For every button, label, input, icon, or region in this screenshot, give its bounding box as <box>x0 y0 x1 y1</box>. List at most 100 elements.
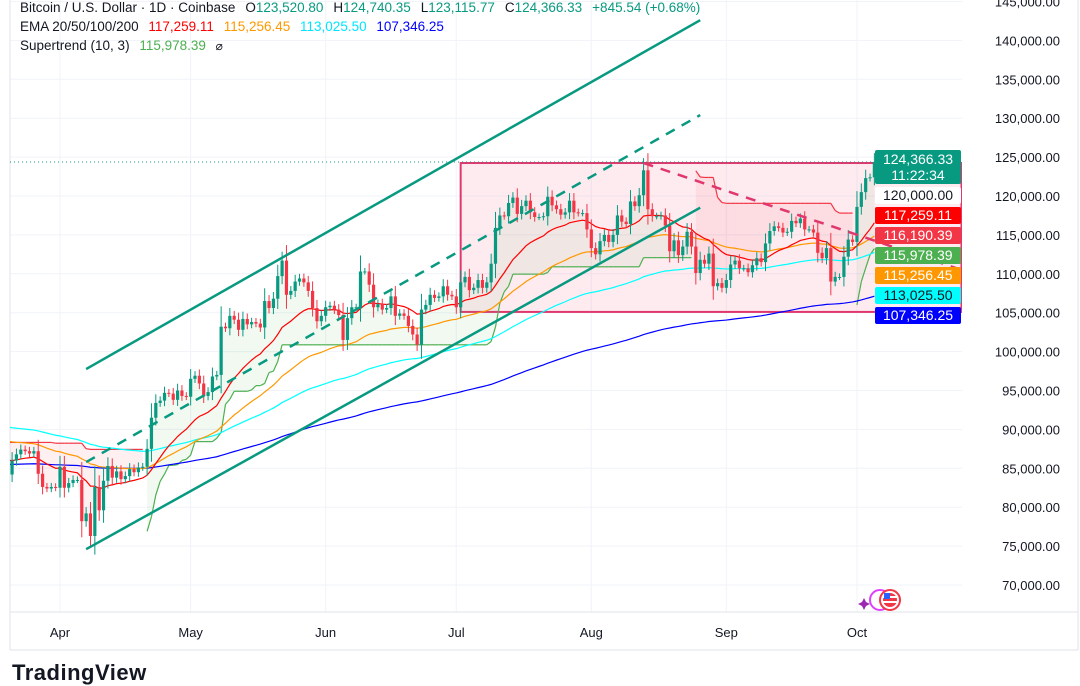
us-economic-event-flag-icon[interactable] <box>858 588 910 621</box>
supertrend-fill <box>195 376 199 442</box>
candle-body <box>825 248 828 258</box>
candle-body <box>172 394 175 400</box>
ema20-value: 117,259.11 <box>148 19 214 34</box>
candle-body <box>220 327 223 375</box>
supertrend-fill <box>556 209 560 267</box>
supertrend-fill <box>561 212 565 266</box>
supertrend-fill <box>374 304 378 345</box>
candle-body <box>80 480 83 521</box>
candle-body <box>790 221 793 232</box>
symbol-title[interactable]: Bitcoin / U.S. Dollar · 1D · Coinbase <box>20 0 235 15</box>
supertrend-fill <box>705 177 709 263</box>
candle-body <box>407 316 410 326</box>
supertrend-fill <box>304 282 308 344</box>
candle-body <box>402 313 405 315</box>
candle-body <box>429 295 432 305</box>
candle-body <box>786 232 789 233</box>
candle-body <box>89 513 92 536</box>
candle-body <box>437 296 440 298</box>
candle-body <box>738 261 741 269</box>
candle-body <box>15 454 18 460</box>
candle-body <box>63 467 66 488</box>
y-tick-label: 95,000.00 <box>1002 384 1060 399</box>
supertrend-fill <box>178 391 182 465</box>
candle-body <box>98 487 101 510</box>
candle-body <box>372 285 375 308</box>
supertrend-fill <box>382 308 386 345</box>
x-tick-label: Oct <box>847 625 868 640</box>
candle-body <box>760 258 763 262</box>
candle-body <box>76 480 79 481</box>
ema20-price-label: 117,259.11 <box>875 207 961 224</box>
candle-body <box>611 235 614 242</box>
x-tick-label: Aug <box>580 625 603 640</box>
candle-body <box>638 195 641 206</box>
candle-body <box>712 254 715 287</box>
candle-body <box>755 258 758 265</box>
supertrend-fill <box>535 217 539 274</box>
candle-body <box>389 296 392 308</box>
candle-body <box>272 299 275 308</box>
candle-body <box>655 216 658 217</box>
candle-body <box>733 261 736 265</box>
y-tick-label: 80,000.00 <box>1002 500 1060 515</box>
candle-body <box>816 233 819 253</box>
candle-body <box>812 229 815 232</box>
candle-body <box>346 318 349 340</box>
supertrend-segment <box>173 465 177 466</box>
candle-body <box>176 391 179 400</box>
candle-body <box>93 487 96 536</box>
candle-body <box>102 481 105 511</box>
candle-body <box>185 396 188 397</box>
candle-body <box>607 235 610 242</box>
supertrend-fill <box>774 203 778 228</box>
candle-body <box>276 276 279 299</box>
candle-body <box>50 487 53 489</box>
candle-body <box>137 468 140 473</box>
candle-body <box>598 241 601 254</box>
candle-body <box>450 295 453 297</box>
supertrend-fill <box>752 203 756 265</box>
candle-body <box>376 304 379 307</box>
candle-body <box>507 203 510 216</box>
low-value: 123,115.77 <box>428 0 495 15</box>
candle-body <box>472 288 475 290</box>
candle-body <box>32 451 35 453</box>
x-tick-label: Jun <box>315 625 336 640</box>
candle-body <box>455 296 458 307</box>
candle-body <box>677 240 680 255</box>
candle-body <box>294 282 297 291</box>
supertrend-fill <box>330 306 334 345</box>
plot-area <box>6 20 962 554</box>
candle-body <box>498 215 501 227</box>
y-tick-label: 120,000.00 <box>995 189 1060 204</box>
candle-body <box>28 451 31 453</box>
candle-body <box>707 254 710 264</box>
candle-body <box>834 277 837 282</box>
pink-price-label: 116,190.39 <box>875 227 961 244</box>
candle-body <box>163 393 166 401</box>
close-label: C <box>505 0 515 15</box>
y-tick-label: 70,000.00 <box>1002 578 1060 593</box>
candle-body <box>302 278 305 282</box>
supertrend-fill <box>395 313 399 344</box>
hidden-eye-slash-icon[interactable]: ⌀ <box>216 39 223 53</box>
y-tick-label: 75,000.00 <box>1002 539 1060 554</box>
candle-body <box>616 215 619 234</box>
candle-body <box>311 291 314 308</box>
supertrend-fill <box>792 203 796 223</box>
supertrend-fill <box>165 393 169 474</box>
ema-legend[interactable]: EMA 20/50/100/200 117,259.11 115,256.45 … <box>20 19 450 34</box>
candle-body <box>725 280 728 288</box>
y-tick-label: 125,000.00 <box>995 150 1060 165</box>
supertrend-legend[interactable]: Supertrend (10, 3) 115,978.39 ⌀ <box>20 38 229 53</box>
supertrend-fill <box>748 203 752 272</box>
supertrend-fill <box>835 211 839 277</box>
y-tick-label: 110,000.00 <box>996 267 1060 282</box>
channel-trendline <box>86 208 700 550</box>
open-value: 123,520.80 <box>256 0 324 15</box>
candle-body <box>193 376 196 379</box>
candle-body <box>490 264 493 283</box>
